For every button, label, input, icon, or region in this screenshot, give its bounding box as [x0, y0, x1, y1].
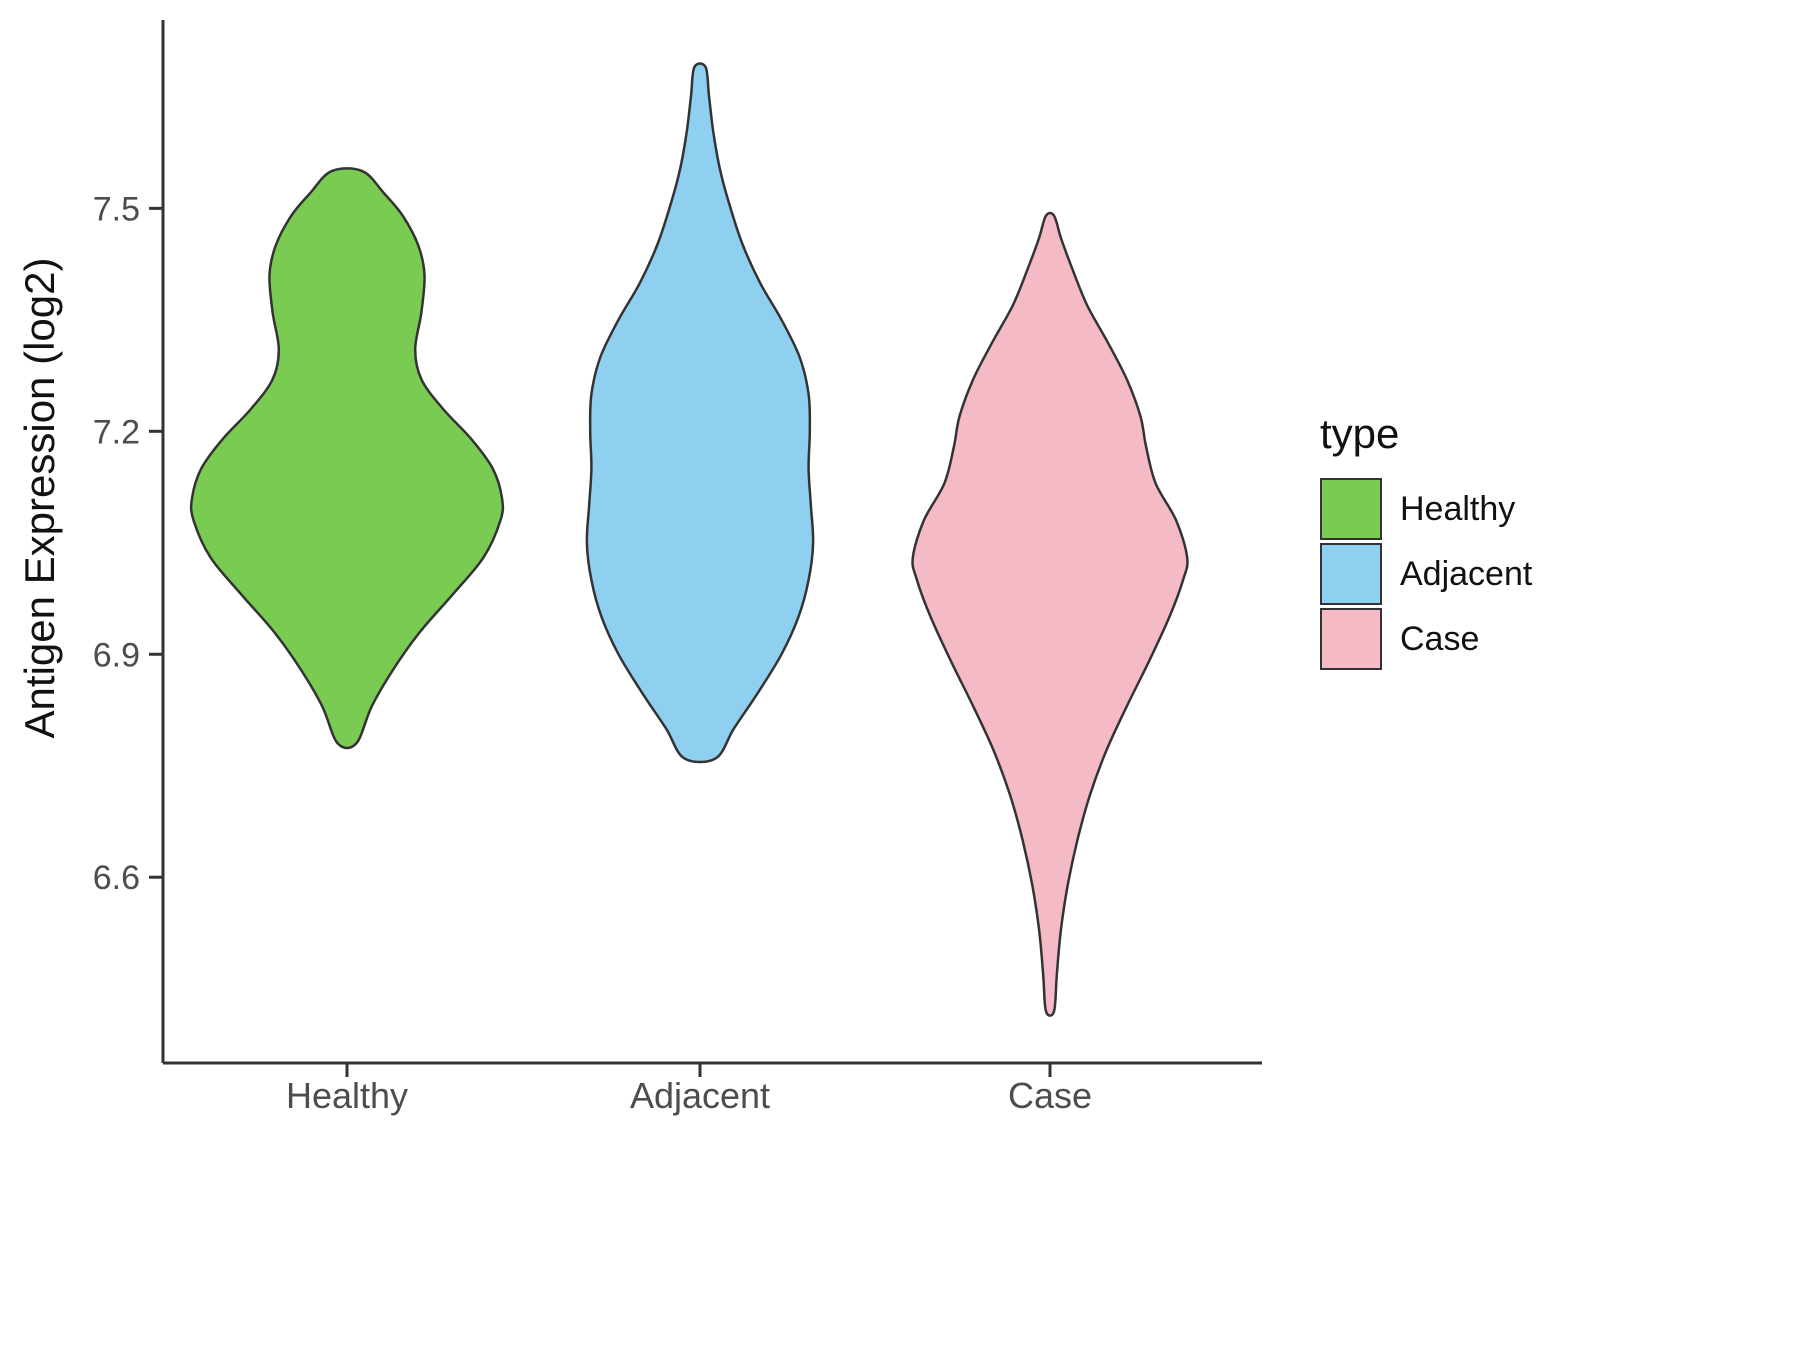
violin-adjacent [585, 62, 815, 764]
legend-entry-case: Case [1320, 608, 1532, 670]
y-tick-label: 7.2 [93, 413, 140, 451]
x-tick-label: Case [1008, 1075, 1092, 1116]
legend-label-adjacent: Adjacent [1400, 554, 1533, 593]
legend-swatch-adjacent-icon [1320, 543, 1382, 605]
legend-label-case: Case [1400, 619, 1480, 658]
violin-case [911, 211, 1189, 1017]
x-tick-label: Healthy [286, 1075, 408, 1116]
legend-swatch-case-icon [1320, 608, 1382, 670]
legend-label-healthy: Healthy [1400, 489, 1516, 528]
legend-entry-adjacent: Adjacent [1320, 543, 1532, 605]
y-axis-title: Antigen Expression (log2) [16, 257, 63, 739]
legend-title: type [1320, 410, 1400, 457]
legend: type Healthy Adjacent Case [1320, 410, 1532, 673]
y-tick-label: 6.9 [93, 636, 140, 674]
y-tick-label: 6.6 [93, 859, 140, 897]
legend-swatch-healthy-icon [1320, 478, 1382, 540]
legend-entry-healthy: Healthy [1320, 478, 1532, 540]
violin-healthy [189, 167, 505, 750]
y-tick-label: 7.5 [93, 190, 140, 228]
x-tick-label: Adjacent [630, 1075, 770, 1116]
